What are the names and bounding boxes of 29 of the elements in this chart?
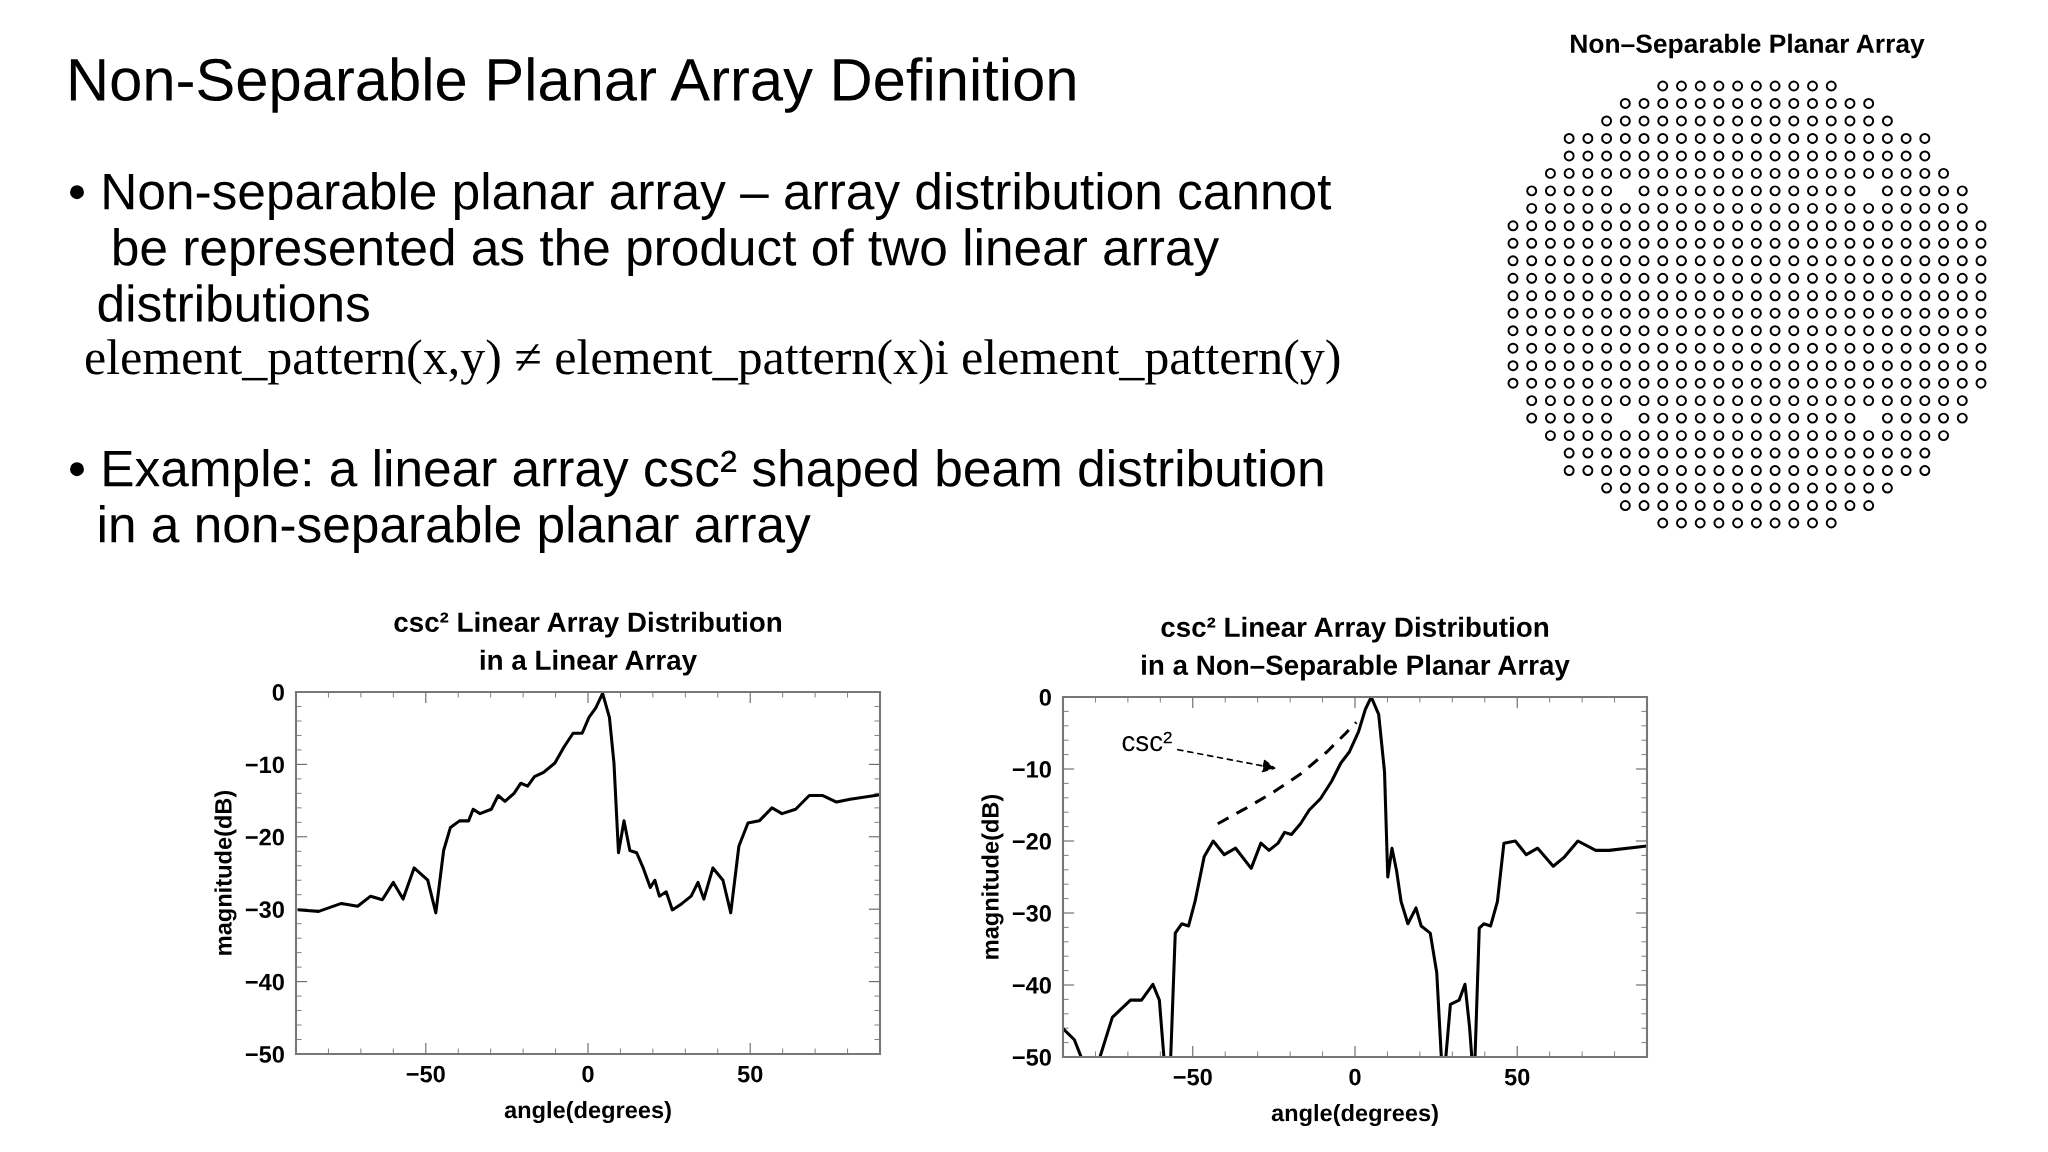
y-axis-title: magnitude(dB)	[981, 794, 1004, 959]
y-tick-label: −10	[1012, 761, 1051, 778]
chart-title: csc² Linear Array Distribution in a Linear Array	[394, 611, 782, 676]
y-tick-label: −30	[245, 901, 284, 919]
x-axis-title: angle(degrees)	[1271, 1104, 1438, 1127]
x-tick-label: 50	[1504, 1068, 1530, 1086]
text: element_pattern(x,y) ≠ element_pattern(x)i element_pattern(y)	[85, 339, 1340, 385]
y-axis-title: magnitude(dB)	[214, 790, 237, 955]
y-tick-label: −50	[245, 1046, 284, 1063]
chart-title: csc² Linear Array Distribution in a Non–Separable Planar Array	[1142, 616, 1570, 681]
y-tick-label: −10	[245, 756, 284, 774]
x-tick-label: 0	[1349, 1068, 1361, 1086]
x-tick-label: 50	[737, 1065, 763, 1083]
y-tick-label: −40	[245, 973, 284, 991]
x-tick-label: 0	[582, 1065, 594, 1083]
y-tick-label: −50	[1012, 1049, 1051, 1066]
y-tick-label: −40	[1012, 977, 1051, 994]
y-tick-label: −20	[245, 828, 284, 846]
x-tick-label: −50	[406, 1065, 445, 1083]
text: Non–Separable Planar Array	[1571, 33, 1925, 59]
y-tick-label: 0	[272, 684, 284, 701]
y-tick-label: 0	[1039, 689, 1051, 706]
y-tick-label: −30	[1012, 905, 1051, 922]
y-tick-label: −20	[1012, 833, 1051, 850]
text: • Example: a linear array csc² shaped beam distribution in a non-separable planar array	[70, 449, 1323, 553]
x-axis-title: angle(degrees)	[504, 1101, 671, 1124]
annotation: csc²	[1122, 731, 1172, 752]
x-tick-label: −50	[1173, 1068, 1212, 1086]
text: Non-Separable Planar Array Definition	[70, 57, 1075, 113]
